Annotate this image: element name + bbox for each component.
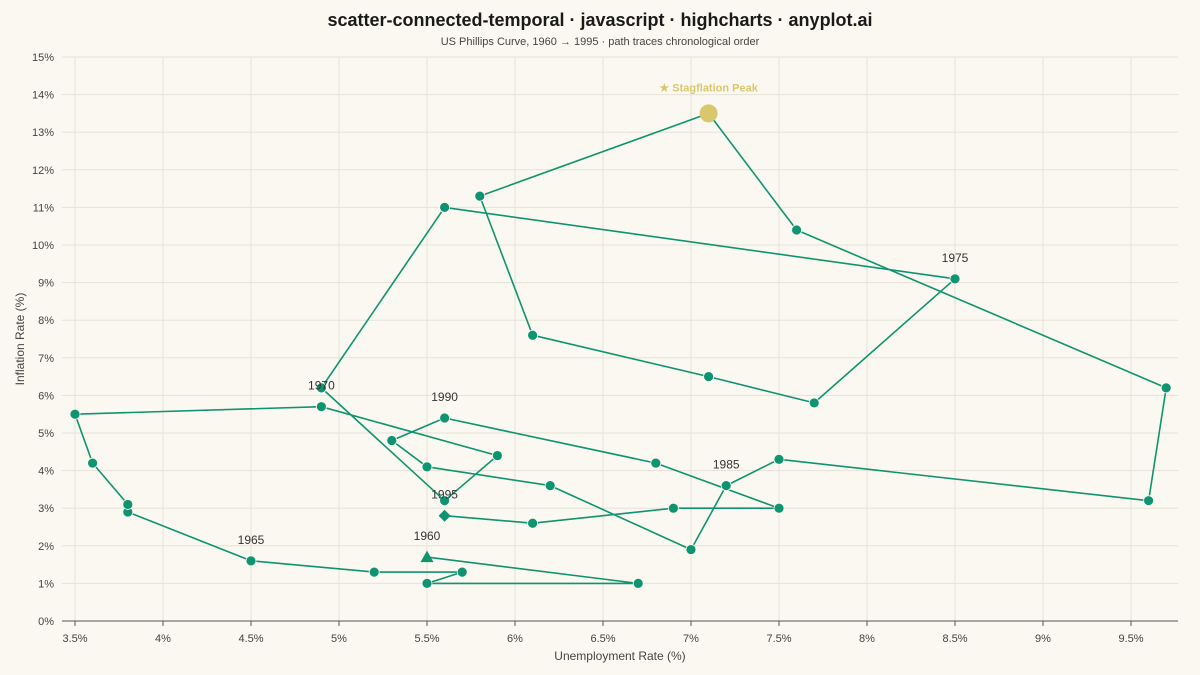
x-axis-title: Unemployment Rate (%) [554,649,685,663]
year-label: 1965 [238,533,265,547]
y-tick-label: 7% [38,353,54,365]
data-point[interactable] [315,382,327,394]
year-label: 1975 [942,251,969,265]
year-label: 1995 [431,488,458,502]
grid [62,56,1178,622]
y-tick-label: 12% [32,165,54,177]
highlight-point[interactable] [699,104,718,123]
data-point[interactable] [421,578,433,589]
year-label: 1985 [713,458,740,472]
x-tick-label: 4% [155,633,171,645]
data-point[interactable] [1160,382,1172,394]
x-tick-label: 9% [1035,633,1051,645]
x-tick-label: 6.5% [590,633,615,645]
x-tick-label: 6% [507,633,523,645]
data-point[interactable] [773,453,785,465]
x-tick-label: 5.5% [414,633,439,645]
data-point[interactable] [439,495,451,507]
data-point[interactable] [122,499,134,510]
year-label: 1960 [414,529,441,543]
y-tick-label: 0% [38,616,54,628]
x-tick-label: 7.5% [766,633,791,645]
chart-subtitle: US Phillips Curve, 1960 → 1995 · path tr… [440,36,760,48]
data-point[interactable] [315,401,327,413]
point-labels: 1960 1965 1970 1975 1985 1990 1995 ★ Stagflatio… [238,82,969,546]
data-point[interactable] [703,371,714,383]
data-point[interactable] [685,544,697,555]
stagflation-annotation: ★ Stagflation Peak [659,82,758,94]
y-axis-title: Inflation Rate (%) [13,293,27,386]
data-point[interactable] [1143,495,1154,507]
x-tick-label: 8% [859,633,875,645]
data-point[interactable] [386,435,398,446]
y-tick-label: 14% [32,90,54,102]
x-tick-label: 4.5% [238,633,263,645]
data-point[interactable] [474,190,486,202]
data-point[interactable] [421,461,433,473]
y-tick-label: 13% [32,127,54,139]
x-tick-label: 9.5% [1118,633,1143,645]
year-label: 1970 [308,379,335,393]
chart-title: scatter-connected-temporal · javascript … [327,10,873,30]
data-point[interactable] [949,273,961,285]
y-tick-label: 10% [32,240,54,252]
x-tick-label: 5% [331,633,347,645]
x-tick-label: 8.5% [942,633,967,645]
y-tick-label: 4% [38,466,54,478]
y-tick-label: 2% [38,541,54,553]
series-path [74,112,1167,585]
data-point[interactable] [439,412,451,424]
data-point[interactable] [527,517,538,529]
series-points [69,104,1172,589]
start-point[interactable] [420,550,434,563]
data-point[interactable] [439,201,451,213]
data-point[interactable] [650,457,662,469]
data-point[interactable] [632,578,644,589]
data-point[interactable] [491,450,503,461]
axes: 0% 1% 2% 3% 4% 5% 6% 7% 8% 9% 10% 11% 12% 13% 14% 15% 3.… [13,52,1178,663]
x-tick-label: 3.5% [62,633,87,645]
y-tick-label: 15% [32,52,54,64]
data-point[interactable] [527,329,538,341]
y-tick-label: 9% [38,278,54,290]
data-point[interactable] [456,566,468,578]
y-tick-label: 6% [38,390,54,402]
end-point[interactable] [438,509,451,522]
data-point[interactable] [87,457,98,469]
data-point[interactable] [668,502,679,514]
year-label: 1990 [431,390,458,404]
x-tick-label: 7% [683,633,699,645]
y-tick-label: 5% [38,428,54,440]
data-point[interactable] [368,566,380,578]
data-point[interactable] [773,502,785,514]
series-line [74,112,1167,585]
data-point[interactable] [245,555,257,567]
data-point[interactable] [69,408,81,420]
data-point[interactable] [720,480,732,492]
data-point[interactable] [808,397,820,409]
y-tick-label: 11% [33,202,54,214]
data-point[interactable] [544,480,556,492]
y-tick-label: 3% [38,503,54,515]
data-point[interactable] [791,224,802,236]
y-tick-label: 8% [38,315,54,327]
y-tick-label: 1% [38,578,54,590]
